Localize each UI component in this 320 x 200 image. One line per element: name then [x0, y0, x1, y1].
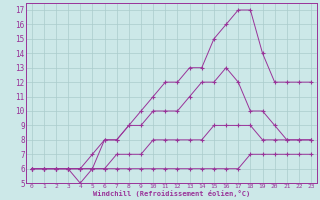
- X-axis label: Windchill (Refroidissement éolien,°C): Windchill (Refroidissement éolien,°C): [93, 190, 250, 197]
